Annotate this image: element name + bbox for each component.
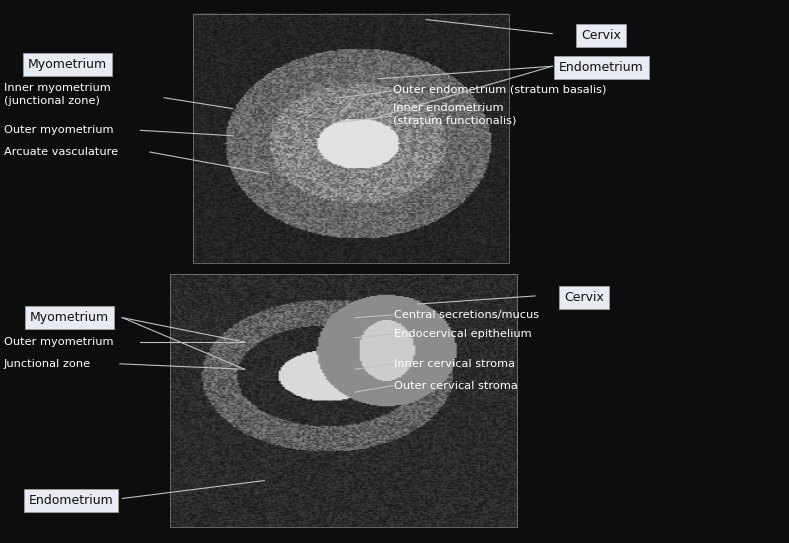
Text: Outer myometrium: Outer myometrium [4, 125, 114, 135]
Text: Arcuate vasculature: Arcuate vasculature [4, 147, 118, 157]
Text: Outer myometrium: Outer myometrium [4, 337, 114, 347]
Text: Inner myometrium
(junctional zone): Inner myometrium (junctional zone) [4, 83, 110, 106]
Text: Cervix: Cervix [581, 29, 621, 42]
Bar [193, 14, 509, 263]
Text: Junctional zone: Junctional zone [4, 359, 91, 369]
Text: Endometrium: Endometrium [559, 61, 644, 74]
Text: Outer cervical stroma: Outer cervical stroma [394, 381, 518, 390]
Text: Myometrium: Myometrium [30, 311, 109, 324]
Text: Central secretions/mucus: Central secretions/mucus [394, 310, 540, 320]
Text: Inner cervical stroma: Inner cervical stroma [394, 359, 515, 369]
Text: Endocervical epithelium: Endocervical epithelium [394, 329, 532, 339]
Text: Cervix: Cervix [564, 291, 604, 304]
Text: Inner endometrium
(stratum functionalis): Inner endometrium (stratum functionalis) [393, 103, 516, 125]
Bar [170, 274, 517, 527]
Text: Outer endometrium (stratum basalis): Outer endometrium (stratum basalis) [393, 85, 606, 94]
Text: Myometrium: Myometrium [28, 58, 107, 71]
Text: Endometrium: Endometrium [28, 494, 114, 507]
